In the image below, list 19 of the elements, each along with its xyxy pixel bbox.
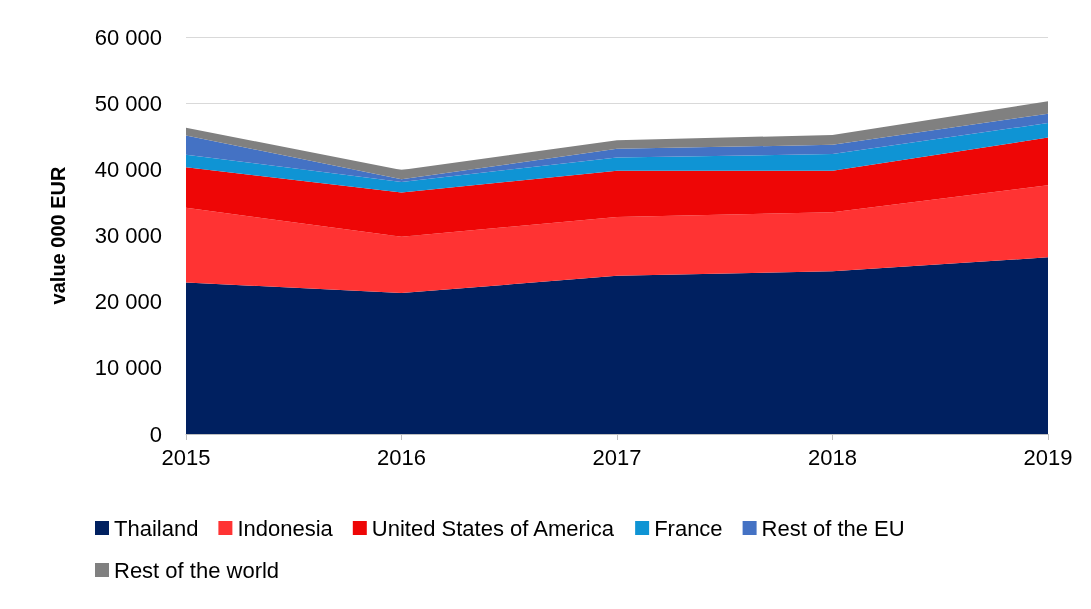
x-tick-label: 2015: [161, 444, 211, 470]
x-tick-label: 2018: [808, 444, 857, 470]
y-tick-label: 60 000: [94, 24, 162, 50]
y-tick-label: 20 000: [94, 289, 162, 315]
x-tick-label: 2017: [592, 444, 642, 470]
legend-label: Indonesia: [237, 515, 334, 541]
x-tick-label: 2019: [1023, 444, 1073, 470]
y-tick-label: 50 000: [94, 90, 162, 116]
x-tick-label: 2016: [377, 444, 426, 470]
y-tick-label: 10 000: [94, 355, 162, 381]
legend-label: Rest of the EU: [761, 515, 905, 541]
y-tick-label: 40 000: [94, 156, 162, 182]
legend-label: Rest of the world: [114, 557, 280, 583]
y-tick-label: 0: [149, 421, 162, 447]
legend-label: France: [654, 515, 723, 541]
y-axis-title: value 000 EUR: [47, 166, 69, 305]
y-tick-label: 30 000: [94, 223, 162, 248]
legend-label: United States of America: [371, 515, 615, 541]
legend-label: Thailand: [114, 515, 199, 541]
